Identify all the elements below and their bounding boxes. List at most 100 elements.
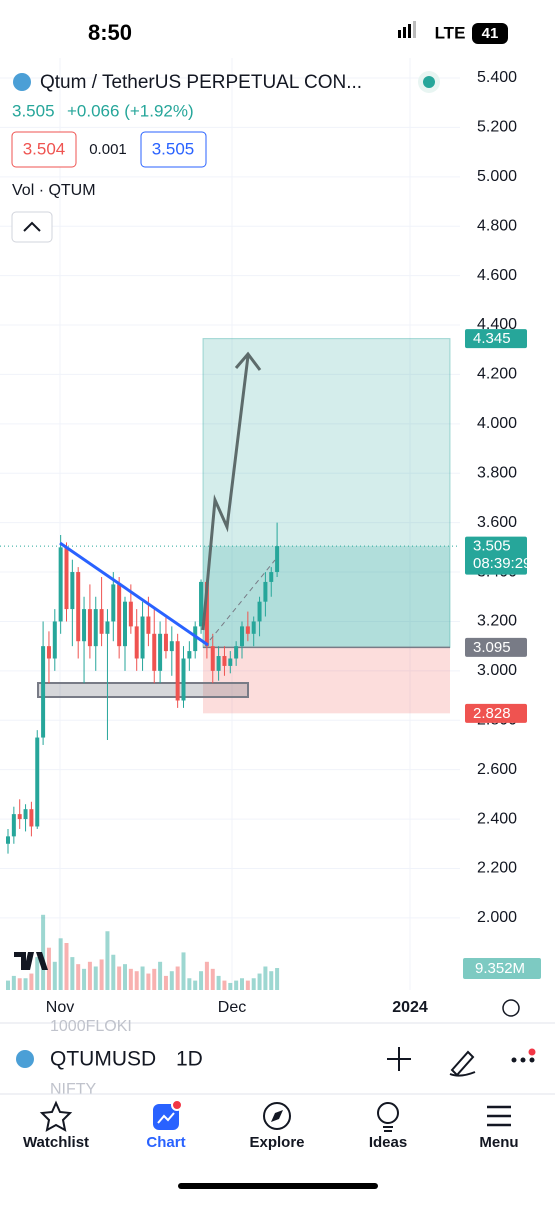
candle-body	[35, 737, 40, 827]
more-button[interactable]	[511, 1048, 536, 1063]
symbol-title[interactable]: Qtum / TetherUS PERPETUAL CON...	[40, 72, 362, 93]
projection-dashed	[209, 559, 276, 641]
volume-bar	[269, 971, 274, 990]
volume-bar	[93, 966, 98, 990]
candle-body	[93, 609, 98, 647]
candle-body	[187, 651, 192, 659]
candle-body	[123, 601, 127, 647]
volume-bar	[175, 966, 180, 990]
volume-bar	[105, 931, 110, 990]
volume-bar	[11, 975, 16, 990]
candle-body	[105, 621, 110, 634]
volume-bar	[117, 966, 122, 990]
coin-icon	[13, 73, 31, 91]
candle-body	[240, 626, 244, 647]
volume-bar	[204, 961, 209, 990]
volume-tag-label: 9.352M	[475, 960, 525, 977]
candle-body	[76, 572, 81, 642]
volume-bar	[245, 980, 250, 990]
projection-arrow	[201, 351, 262, 631]
candle-body	[216, 656, 221, 671]
candle-body	[152, 633, 157, 671]
volume-bar	[76, 964, 81, 990]
price-tag	[465, 637, 527, 657]
network: LTE	[435, 23, 466, 42]
candle-body	[163, 633, 168, 652]
tab[interactable]: Watchlist	[23, 1134, 89, 1151]
candle-body	[193, 626, 198, 652]
y-tick-label: 2.200	[477, 860, 517, 877]
tv-logo	[14, 952, 48, 970]
ghost-symbol: NIFTY	[50, 1081, 97, 1098]
buy-button[interactable]: 3.505	[152, 139, 195, 158]
y-tick-label: 4.600	[477, 267, 517, 284]
candle-body	[140, 616, 145, 659]
volume-bar	[216, 975, 221, 990]
price-tag-label: 4.345	[473, 330, 511, 347]
volume-bar	[29, 973, 34, 990]
volume-bar	[228, 982, 233, 990]
y-tick-label: 3.000	[477, 662, 517, 679]
candle-body	[99, 609, 104, 634]
volume-bar	[99, 959, 104, 990]
interval-button[interactable]: 1D	[176, 1048, 203, 1071]
volume-bar	[46, 947, 51, 990]
y-tick-label: 5.400	[477, 69, 517, 86]
volume-bar	[257, 973, 262, 990]
price-tag	[465, 536, 527, 575]
volume-bar	[234, 980, 239, 990]
collapse-button[interactable]	[11, 211, 53, 243]
market-status[interactable]	[423, 76, 435, 88]
candle-body	[58, 547, 63, 622]
volume-bar	[169, 971, 174, 990]
y-tick-label: 4.000	[477, 415, 517, 432]
y-tick-label: 2.400	[477, 810, 517, 827]
symbol-button[interactable]: QTUMUSD	[50, 1048, 156, 1071]
battery: 41	[482, 25, 499, 42]
volume-bar	[210, 968, 215, 990]
tab[interactable]: Menu	[479, 1134, 518, 1151]
tab[interactable]: Chart	[146, 1134, 185, 1151]
price-tag-label: 3.505	[473, 538, 511, 555]
volume-bar	[152, 968, 157, 990]
y-tick-label: 3.200	[477, 613, 517, 630]
x-tick-label: Nov	[46, 999, 74, 1016]
add-button[interactable]	[387, 1047, 411, 1071]
candle-body	[11, 814, 16, 837]
volume-bar	[6, 980, 10, 990]
y-tick-label: 4.400	[477, 316, 517, 333]
volume-bar	[17, 978, 22, 990]
tab[interactable]: Explore	[249, 1134, 304, 1151]
draw-button[interactable]	[449, 1050, 476, 1077]
candle-body	[134, 626, 139, 659]
volume-bar	[158, 961, 163, 990]
candle-body	[17, 814, 22, 820]
tab[interactable]: Ideas	[369, 1134, 407, 1151]
candle-body	[87, 609, 92, 647]
candle-body	[210, 646, 215, 671]
settings[interactable]	[502, 999, 520, 1017]
volume-bar	[251, 978, 256, 990]
sell-button[interactable]: 3.504	[23, 139, 66, 158]
candle-body	[146, 616, 151, 634]
volume-indicator-label: Vol · QTUM	[12, 182, 96, 199]
volume-bar	[128, 968, 133, 990]
volume-bar	[193, 980, 198, 990]
volume-bar	[70, 957, 75, 990]
trend-line	[59, 541, 209, 647]
candle-body	[257, 601, 262, 622]
price-tag	[465, 703, 527, 723]
volume-bar	[146, 973, 151, 990]
volume-bar	[222, 980, 227, 990]
candle-body	[64, 547, 69, 610]
volume-bar	[58, 938, 63, 990]
volume-bar	[181, 952, 186, 990]
volume-bar	[111, 954, 116, 990]
candle-body	[228, 658, 233, 666]
volume-bar	[140, 966, 145, 990]
candle-body	[204, 581, 209, 647]
candle-body	[41, 646, 46, 738]
support-box	[37, 682, 249, 698]
